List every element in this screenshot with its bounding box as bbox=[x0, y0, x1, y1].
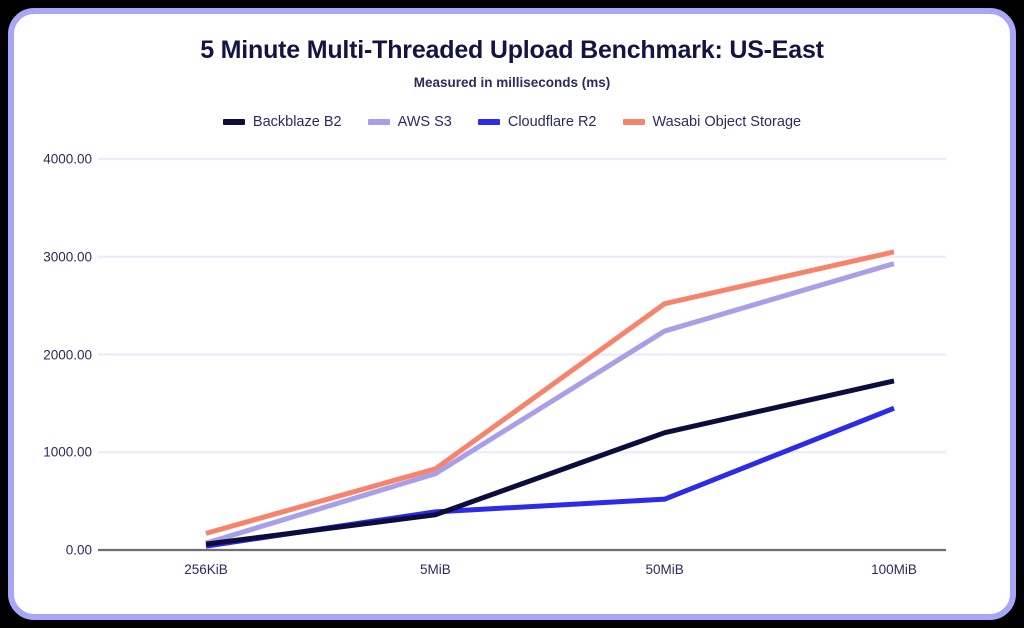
legend-label: Backblaze B2 bbox=[252, 114, 342, 130]
legend-label: Wasabi Object Storage bbox=[652, 114, 802, 130]
legend-item[interactable]: Backblaze B2 bbox=[222, 114, 342, 130]
legend-label: Cloudflare R2 bbox=[507, 114, 597, 130]
x-axis-tick-label: 5MiB bbox=[419, 562, 451, 577]
plot-area bbox=[14, 14, 1010, 614]
legend-label: AWS S3 bbox=[397, 114, 452, 130]
chart-container: 5 Minute Multi-Threaded Upload Benchmark… bbox=[14, 14, 1010, 614]
chart-title: 5 Minute Multi-Threaded Upload Benchmark… bbox=[200, 36, 824, 64]
y-axis-tick-label: 3000.00 bbox=[43, 249, 92, 265]
legend-item[interactable]: Wasabi Object Storage bbox=[622, 114, 802, 130]
y-axis-tick-label: 2000.00 bbox=[43, 347, 92, 362]
series-line[interactable] bbox=[205, 378, 895, 547]
legend-swatch-icon bbox=[222, 119, 245, 125]
x-axis-tick-label: 50MiB bbox=[645, 562, 684, 577]
legend-item[interactable]: AWS S3 bbox=[367, 114, 452, 130]
series-line[interactable] bbox=[205, 261, 895, 546]
plot-svg bbox=[98, 157, 946, 552]
gridlines bbox=[98, 157, 946, 454]
x-axis-tick-label: 256KiB bbox=[184, 562, 228, 577]
y-axis-tick-labels: 0.00 1000.00 2000.00 3000.00 4000.00 bbox=[14, 14, 92, 614]
chart-legend: Backblaze B2 AWS S3 Cloudflare R2 Wasabi Ob… bbox=[14, 114, 1010, 130]
chart-subtitle: Measured in milliseconds (ms) bbox=[413, 75, 611, 90]
x-axis-tick-labels: 256KiB 5MiB 50MiB 100MiB bbox=[14, 14, 1010, 614]
series-lines bbox=[205, 249, 895, 549]
x-axis-tick-label: 100MiB bbox=[871, 562, 917, 577]
legend-swatch-icon bbox=[622, 119, 645, 125]
series-line[interactable] bbox=[205, 249, 895, 536]
y-axis-tick-label: 1000.00 bbox=[43, 444, 92, 460]
chart-card: 5 Minute Multi-Threaded Upload Benchmark… bbox=[8, 8, 1016, 620]
legend-item[interactable]: Cloudflare R2 bbox=[477, 114, 597, 130]
y-axis-tick-label: 0.00 bbox=[65, 542, 92, 558]
legend-swatch-icon bbox=[367, 119, 390, 125]
legend-swatch-icon bbox=[477, 119, 500, 125]
y-axis-tick-label: 4000.00 bbox=[43, 151, 92, 167]
